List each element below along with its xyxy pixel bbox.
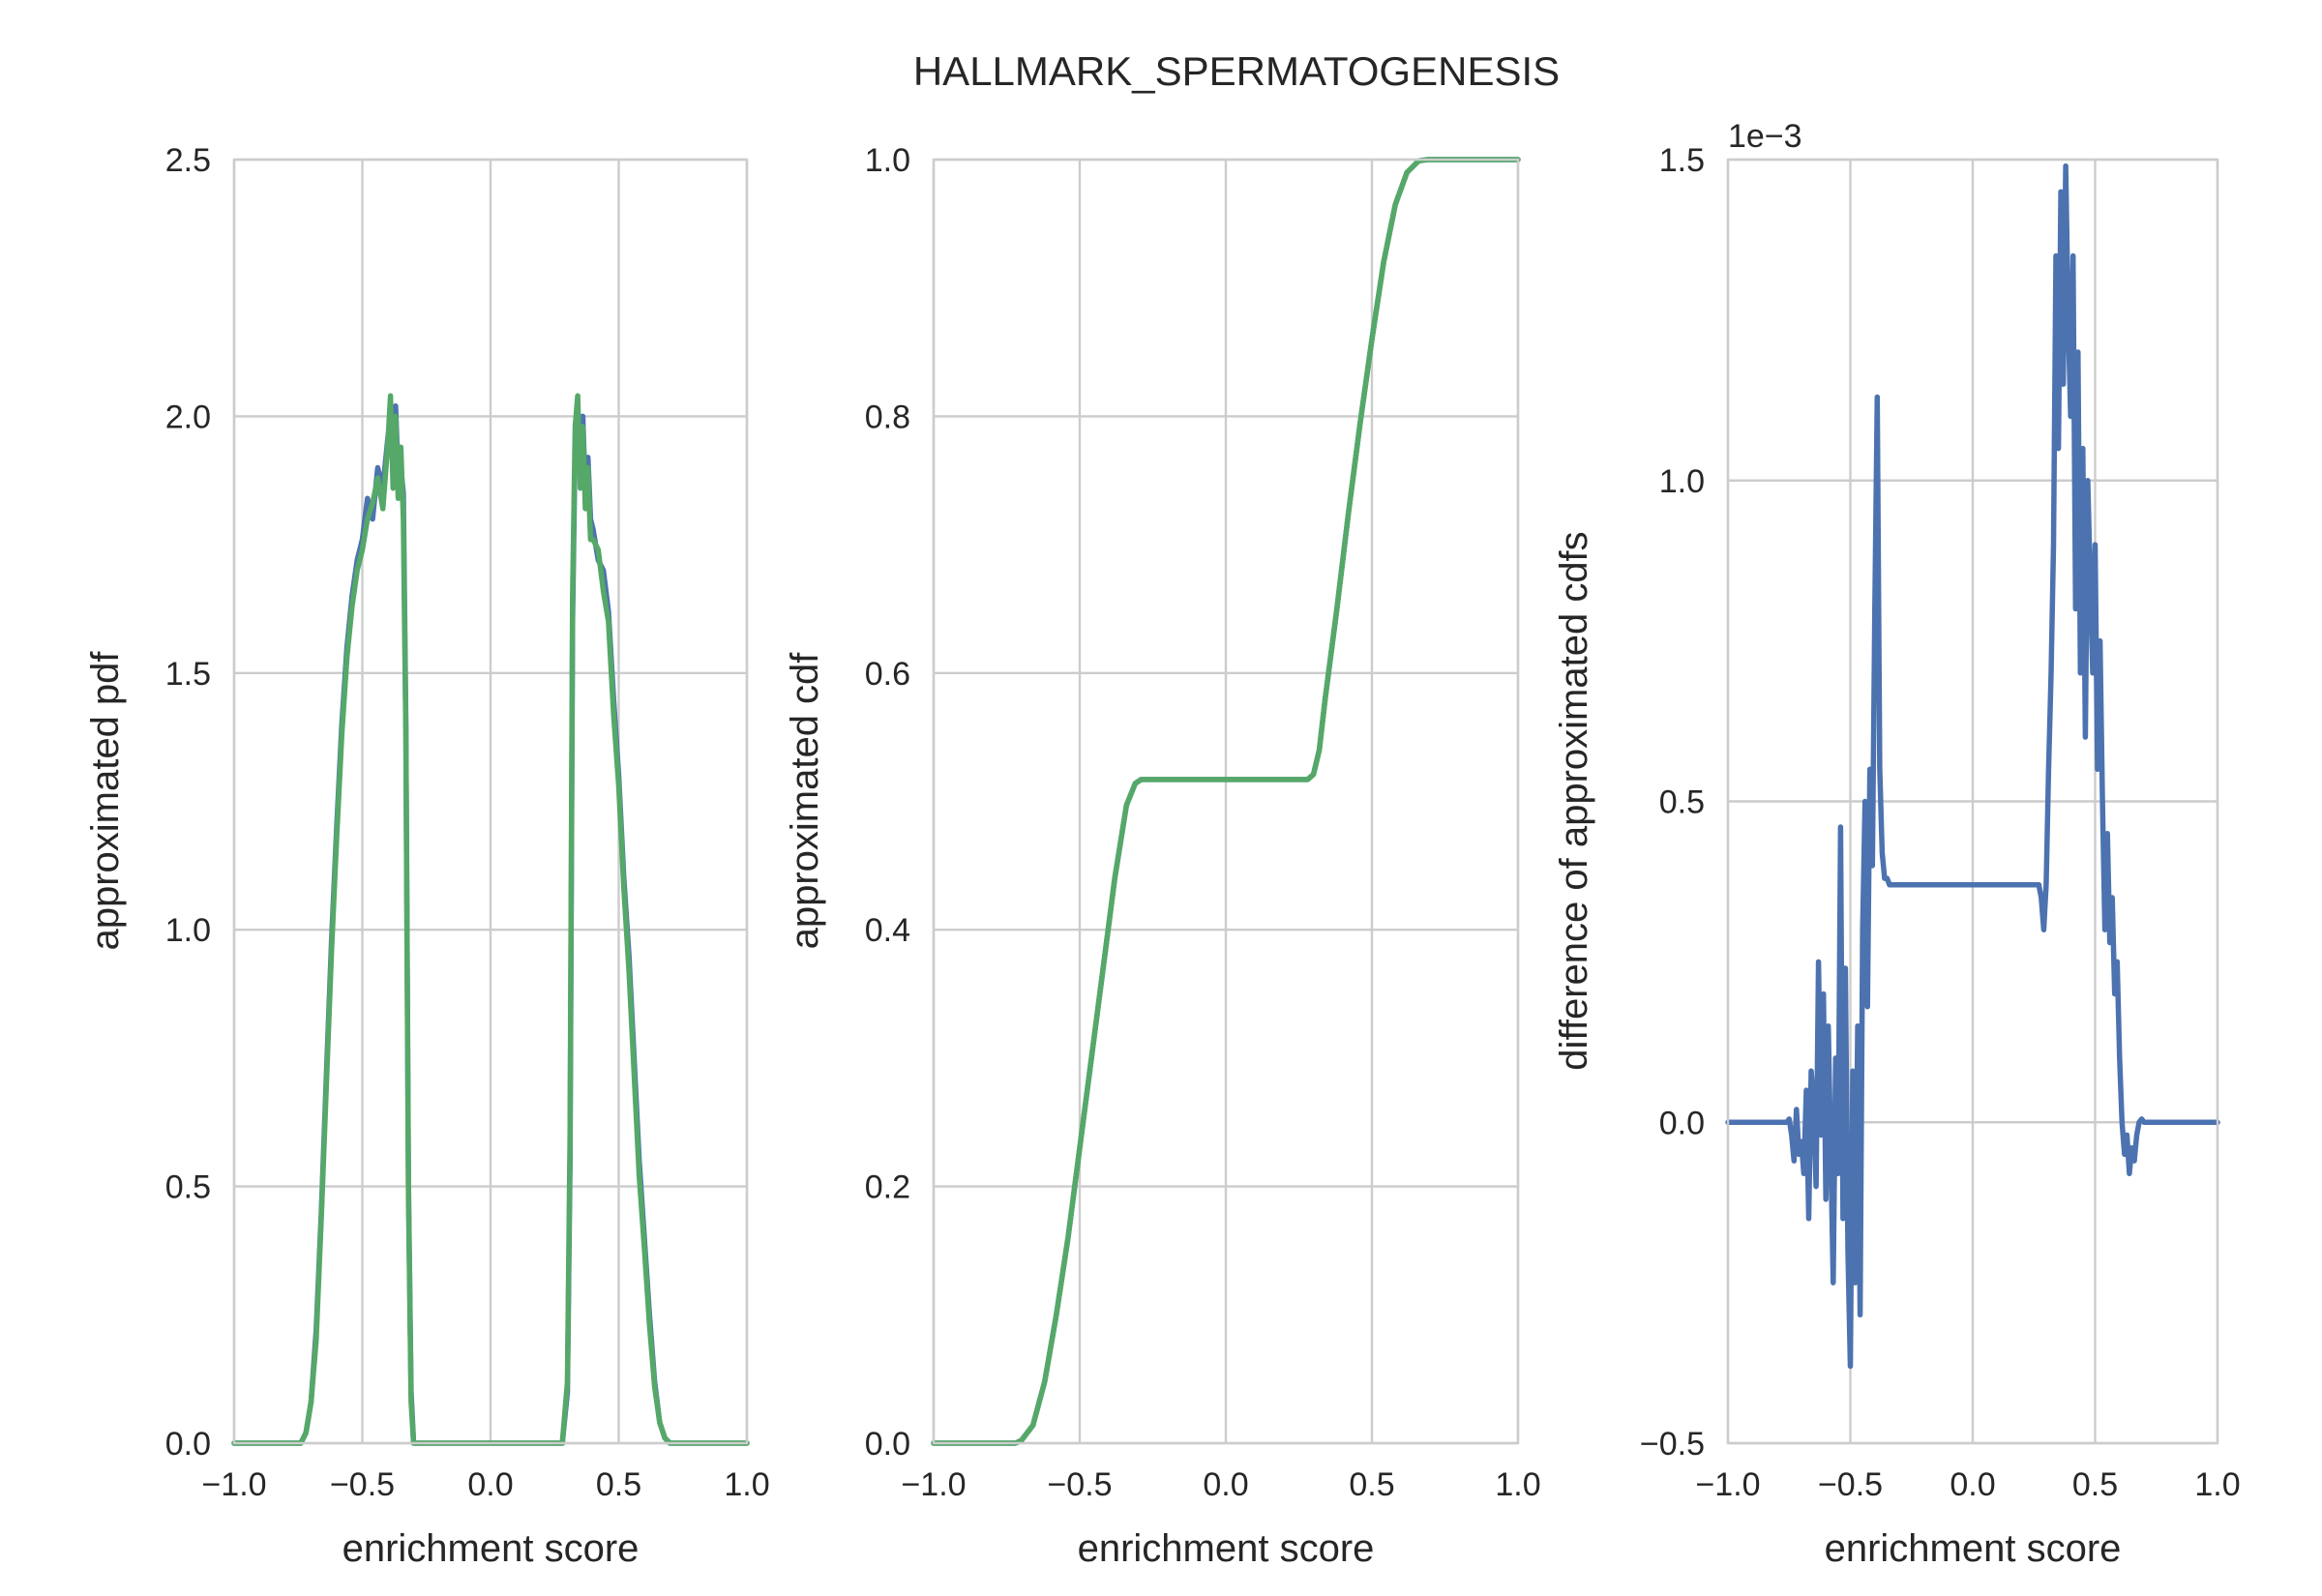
panel-cdf-difference-xtick-0: −1.0 xyxy=(1695,1466,1760,1503)
panel-cdf-series-green-line xyxy=(931,157,1521,1446)
panel-pdf-grid xyxy=(232,158,749,1445)
panel-cdf-difference-ticks: −1.0 −0.5 0.0 0.5 1.0−0.50.00.51.01.5 xyxy=(1640,142,2241,1503)
panel-cdf-difference-lines xyxy=(1725,163,2220,1370)
panel-pdf-ylabel: approximated pdf xyxy=(84,651,127,951)
panel-cdf-difference-frame xyxy=(1726,158,2219,1445)
panel-cdf-difference-ytick-4: 1.5 xyxy=(1659,142,1705,179)
figure-title: HALLMARK_SPERMATOGENESIS xyxy=(913,48,1560,94)
panel-pdf-ytick-1: 0.5 xyxy=(165,1169,211,1206)
panel-pdf-xtick-1: −0.5 xyxy=(330,1466,395,1503)
panel-pdf: −1.0 −0.5 0.0 0.5 1.0 0.0 0.5 1.0 1.5 2.0 2.5 enri… xyxy=(84,142,770,1570)
panel-pdf-ytick-4: 2.0 xyxy=(165,399,211,435)
panel-cdf-xlabel: enrichment score xyxy=(1078,1527,1375,1570)
panel-cdf-ytick-2: 0.4 xyxy=(865,912,910,949)
panel-cdf-xtick-1: −0.5 xyxy=(1047,1466,1112,1503)
panel-pdf-xtick-4: 1.0 xyxy=(724,1466,769,1503)
panel-pdf-xtick-0: −1.0 xyxy=(201,1466,266,1503)
panel-cdf-frame xyxy=(932,158,1520,1445)
panel-cdf-ylabel: approximated cdf xyxy=(784,652,826,950)
panel-cdf-xtick-0: −1.0 xyxy=(901,1466,966,1503)
panel-pdf-ytick-5: 2.5 xyxy=(165,142,211,179)
panel-pdf-ytick-0: 0.0 xyxy=(165,1426,211,1463)
panel-cdf-lines xyxy=(931,157,1521,1446)
panel-cdf-difference-xtick-1: −0.5 xyxy=(1818,1466,1883,1503)
panel-cdf-ytick-3: 0.6 xyxy=(865,656,910,693)
panel-cdf-difference-xtick-2: 0.0 xyxy=(1950,1466,1995,1503)
panel-cdf-difference-grid xyxy=(1726,158,2219,1445)
panel-cdf-difference-series-blue-line xyxy=(1725,163,2220,1370)
panel-cdf-ytick-5: 1.0 xyxy=(865,142,910,179)
panel-pdf-ytick-2: 1.0 xyxy=(165,912,211,949)
panel-cdf-grid xyxy=(932,158,1520,1445)
panel-pdf-xtick-2: 0.0 xyxy=(467,1466,513,1503)
panel-cdf-difference-xtick-3: 0.5 xyxy=(2072,1466,2118,1503)
panel-cdf-xtick-2: 0.0 xyxy=(1203,1466,1248,1503)
panel-cdf: −1.0 −0.5 0.0 0.5 1.0 0.0 0.2 0.4 0.6 0.8 1.0 enri… xyxy=(784,142,1541,1570)
panel-pdf-ytick-3: 1.5 xyxy=(165,656,211,693)
panel-pdf-ticks: −1.0 −0.5 0.0 0.5 1.0 0.0 0.5 1.0 1.5 2.0 2.5 xyxy=(165,142,770,1503)
panel-cdf-difference-ytick-3: 1.0 xyxy=(1659,463,1705,500)
panel-cdf-difference-offset-label: 1e−3 xyxy=(1728,118,1802,155)
panel-pdf-xlabel: enrichment score xyxy=(342,1527,640,1570)
panel-cdf-difference-ylabel: difference of approximated cdfs xyxy=(1553,531,1595,1070)
panel-cdf-xtick-3: 0.5 xyxy=(1349,1466,1394,1503)
panel-cdf-difference-xtick-4: 1.0 xyxy=(2194,1466,2240,1503)
panel-cdf-ytick-0: 0.0 xyxy=(865,1426,910,1463)
panel-cdf-ticks: −1.0 −0.5 0.0 0.5 1.0 0.0 0.2 0.4 0.6 0.8 1.0 xyxy=(865,142,1541,1503)
panel-cdf-difference: −1.0 −0.5 0.0 0.5 1.0−0.50.00.51.01.5 1e−3 e… xyxy=(1553,118,2241,1570)
panel-cdf-xtick-4: 1.0 xyxy=(1495,1466,1540,1503)
panel-cdf-difference-ytick-0: −0.5 xyxy=(1640,1426,1705,1463)
panel-cdf-ytick-1: 0.2 xyxy=(865,1169,910,1206)
panel-pdf-frame xyxy=(232,158,749,1445)
panel-cdf-difference-ytick-2: 0.5 xyxy=(1659,784,1705,821)
panel-cdf-ytick-4: 0.8 xyxy=(865,399,910,435)
panel-pdf-xtick-3: 0.5 xyxy=(596,1466,641,1503)
panel-cdf-difference-ytick-1: 0.0 xyxy=(1659,1105,1705,1141)
panel-cdf-difference-xlabel: enrichment score xyxy=(1825,1527,2122,1570)
